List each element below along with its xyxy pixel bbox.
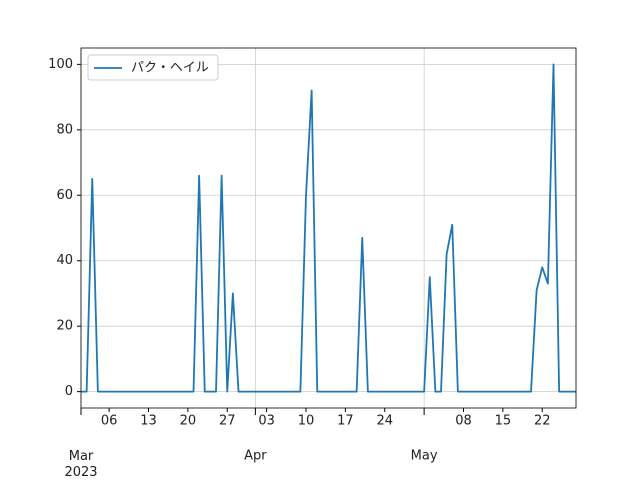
x-tick-label: 08 [455,414,472,429]
y-tick-label: 20 [56,319,73,334]
x-tick-label: 15 [495,414,512,429]
y-tick-label: 0 [65,384,73,399]
x-tick-label: 03 [258,414,275,429]
x-tick-label: 13 [140,414,157,429]
x-tick-label: 22 [534,414,551,429]
x-tick-label: 20 [180,414,197,429]
x-tick-label: Mar 2023 [64,449,97,480]
x-tick-label: 27 [219,414,236,429]
series-line [81,63,576,393]
y-tick-label: 40 [56,253,73,268]
y-tick-label: 80 [56,122,73,137]
x-tick-label: 24 [376,414,393,429]
x-tick-label: 17 [337,414,354,429]
legend-box [87,54,219,81]
legend-label: パク・ヘイル [131,61,209,76]
x-tick-label: 06 [101,414,118,429]
y-tick-label: 60 [56,188,73,203]
x-tick-label: May [411,449,438,464]
legend: パク・ヘイル [87,54,219,81]
y-tick-label: 100 [48,57,73,72]
x-tick-label: Apr [244,449,267,464]
x-tick-label: 10 [298,414,315,429]
plot-frame [80,47,577,409]
